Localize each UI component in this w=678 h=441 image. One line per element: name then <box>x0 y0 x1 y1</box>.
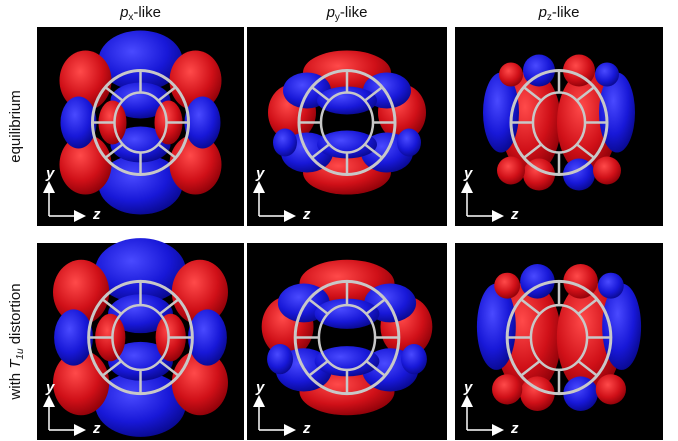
orbital-lobe <box>595 374 626 405</box>
orbital-lobe <box>188 309 227 366</box>
header-base: p <box>538 4 547 21</box>
orbital-lobe <box>108 294 173 334</box>
orbital-lobe <box>595 62 619 87</box>
cage-bond <box>365 297 387 315</box>
row-label-part: equilibrium <box>7 90 24 163</box>
cage-bond <box>307 297 329 315</box>
header-base: p <box>119 4 128 21</box>
cage-bond <box>310 85 330 102</box>
orbital-lobe <box>110 126 171 163</box>
column-header: pz-like <box>538 4 580 23</box>
panel: yz <box>37 238 244 440</box>
cage-bond <box>100 297 122 315</box>
axis-label: z <box>510 420 519 437</box>
axis-label: y <box>463 379 473 396</box>
orbital-lobe <box>599 72 635 153</box>
orbital-lobe <box>397 128 421 157</box>
axis-label: z <box>302 420 311 437</box>
cage-bond <box>522 85 542 102</box>
row-label: with T1u distortion <box>7 283 26 400</box>
orbital-lobe <box>499 62 523 87</box>
column-header: py-like <box>326 4 368 23</box>
orbital-lobe <box>483 72 519 153</box>
axis-label: y <box>255 379 265 396</box>
orbital-lobe <box>314 346 380 377</box>
orbital-lobe <box>54 309 93 366</box>
row-label-part: with <box>7 369 24 401</box>
orbital-lobe <box>267 343 294 375</box>
cage-bond <box>522 143 542 160</box>
panel: yz <box>247 243 447 440</box>
cage-bond <box>103 85 124 102</box>
row-label-part: distortion <box>7 283 24 348</box>
orbital-lobe <box>273 128 297 157</box>
header-sub: y <box>335 12 340 23</box>
orbital-lobe <box>60 96 97 149</box>
cage-bond <box>310 143 330 160</box>
panel: yz <box>455 243 663 440</box>
cage-bond <box>157 143 178 160</box>
orbital-lobe <box>492 374 523 405</box>
cage-bond <box>577 360 599 378</box>
header-sub: z <box>547 12 552 23</box>
cage-bond <box>159 360 181 378</box>
orbital-lobe <box>602 283 642 370</box>
axis-label: z <box>510 206 519 223</box>
axis-label: z <box>302 206 311 223</box>
cage-bond <box>159 297 181 315</box>
axis-label: z <box>92 420 101 437</box>
cage-bond <box>364 143 384 160</box>
orbital-lobe <box>494 272 521 299</box>
orbital-lobe <box>597 272 624 299</box>
orbital-lobe <box>184 96 221 149</box>
panel: yz <box>247 27 447 226</box>
orbital-lobe <box>476 283 516 370</box>
row-label: equilibrium <box>7 90 24 163</box>
orbital-lobe <box>110 82 171 119</box>
panel: yz <box>37 27 244 226</box>
header-suffix: -like <box>133 4 161 21</box>
orbital-lobe <box>317 130 377 159</box>
orbital-lobe <box>401 343 427 375</box>
cage-bond <box>103 143 124 160</box>
cage-bond <box>519 360 541 378</box>
cage-bond <box>157 85 178 102</box>
axis-label: y <box>45 165 55 182</box>
orbital-lobe <box>317 86 377 115</box>
header-suffix: -like <box>340 4 368 21</box>
column-header: px-like <box>119 4 161 23</box>
orbital-lobe <box>314 298 380 329</box>
cage-bond <box>577 297 599 315</box>
cage-bond <box>100 360 122 378</box>
cage-bond <box>576 85 596 102</box>
row-label-part: 1u <box>15 348 26 360</box>
axis-label: y <box>255 165 265 182</box>
axis-label: y <box>45 379 55 396</box>
orbital-lobe <box>593 156 621 185</box>
cage-bond <box>364 85 384 102</box>
cage-bond <box>365 360 387 378</box>
header-base: p <box>326 4 335 21</box>
orbital-lobe <box>497 156 525 185</box>
orbital-lobe <box>108 341 173 381</box>
cage-bond <box>576 143 596 160</box>
panel: yz <box>455 27 663 226</box>
header-suffix: -like <box>552 4 580 21</box>
row-label-part: T <box>7 358 24 369</box>
cage-bond <box>307 360 329 378</box>
header-sub: x <box>128 12 133 23</box>
axis-label: z <box>92 206 101 223</box>
axis-label: y <box>463 165 473 182</box>
cage-bond <box>519 297 541 315</box>
